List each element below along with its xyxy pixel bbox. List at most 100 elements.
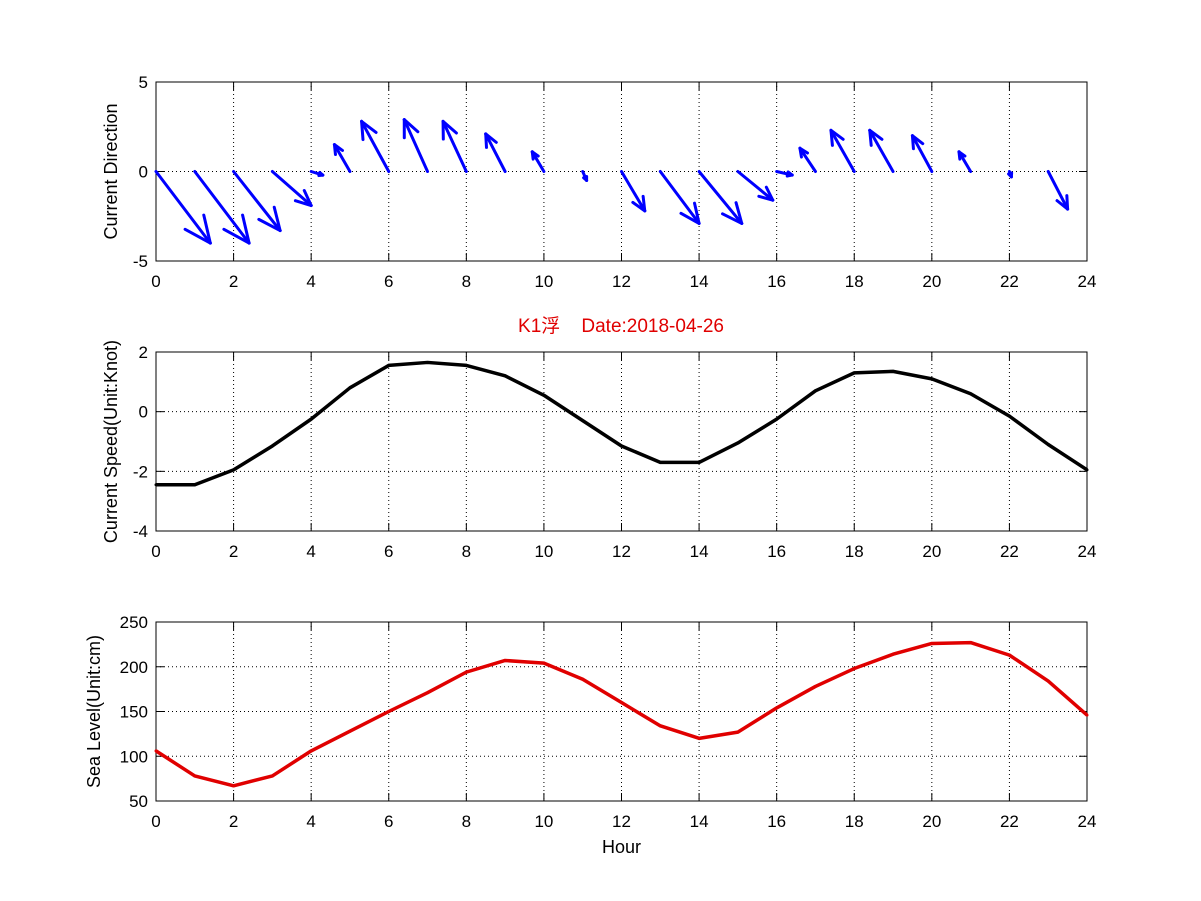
current-direction-ylabel: Current Direction [101,103,121,239]
current-direction-xtick-label: 8 [462,272,471,291]
current-direction-xtick-label: 2 [229,272,238,291]
sea-level-point [426,691,430,695]
current-arrow-head [1007,172,1013,179]
sea-level-series [154,640,1089,788]
current-speed-point [620,444,623,448]
current-arrow [1007,170,1014,179]
current-speed-xtick-label: 10 [534,542,553,561]
sea-level-point [348,729,352,733]
current-arrow-head [641,194,647,213]
current-speed-point [736,441,740,445]
current-speed-xtick-label: 12 [612,542,631,561]
current-speed-point [232,468,236,472]
current-speed-xtick-label: 14 [690,542,709,561]
current-arrow-head [582,176,589,182]
current-arrow-shaft [957,150,973,173]
current-speed-xtick-label: 8 [462,542,471,561]
current-speed-ytick-label: 0 [139,403,148,422]
sea-level-xlabel: Hour [602,837,641,857]
current-arrow-head [293,199,313,208]
current-speed-point [852,371,856,375]
current-arrow-shaft [697,170,744,225]
sea-level-point [503,658,507,662]
current-arrow-head [183,227,212,245]
current-arrow-head [764,185,775,202]
current-arrow [697,170,744,225]
current-speed-point [464,363,468,367]
current-arrow-head [402,118,420,134]
current-speed-point [154,483,158,487]
current-speed-point [1046,442,1050,446]
current-direction-ytick-label: 0 [139,163,148,182]
sea-level-xtick-label: 16 [767,812,786,831]
current-speed-xtick-label: 20 [922,542,941,561]
current-arrow-head [257,217,282,233]
current-speed-point [658,460,662,464]
sea-level-point [620,701,623,705]
current-direction-arrows [154,118,1070,245]
current-arrow [620,170,647,213]
current-arrow-shaft [270,170,313,208]
current-direction-xtick-label: 16 [767,272,786,291]
current-speed-point [697,460,701,464]
current-arrow [441,119,468,173]
sea-level-point [542,661,546,665]
current-arrow [360,119,391,173]
current-speed-ytick-label: -2 [133,462,148,481]
current-arrow-head [679,211,701,225]
current-arrow [193,170,251,245]
current-speed-point [581,419,585,423]
current-arrow [581,170,589,182]
sea-level-xtick-label: 24 [1078,812,1097,831]
current-arrow-shaft [360,119,391,173]
sea-level-point [270,774,274,778]
sea-level-point [581,677,585,681]
current-speed-point [387,363,391,367]
current-speed-series [154,360,1089,487]
sea-level-point [193,774,197,778]
current-direction-xtick-label: 18 [845,272,864,291]
current-speed-point [542,393,546,397]
current-arrow-head [441,119,458,135]
current-speed-point [503,374,507,378]
sea-level-xtick-label: 6 [384,812,393,831]
current-arrow-shaft [332,143,352,173]
sea-level-point [1085,713,1089,717]
current-speed-point [813,389,817,393]
current-arrow-head [302,189,313,208]
current-direction-xtick-label: 22 [1000,272,1019,291]
current-arrow-shaft [232,170,282,233]
current-direction-ytick-label: -5 [133,252,148,271]
current-speed-point [1007,414,1011,418]
current-arrow-head [360,119,378,134]
current-arrow [309,170,325,178]
current-arrow-shaft [798,146,817,173]
current-speed-xtick-label: 4 [306,542,315,561]
sea-level-xtick-label: 14 [690,812,709,831]
current-speed-xtick-label: 16 [767,542,786,561]
current-speed-point [891,369,895,373]
current-arrow-head [910,134,915,151]
sea-level-xtick-label: 0 [151,812,160,831]
current-arrow-head [868,128,873,147]
current-arrow-head [798,146,810,155]
current-arrow-head [360,119,365,142]
current-arrow-head [957,150,967,158]
current-arrow [736,170,775,202]
current-arrow-shaft [829,128,856,173]
current-speed-ticks: 0 2 4 6 8 10 12 14 16 18 20 22 24-4-202 [133,343,1097,561]
current-arrow-head [631,200,647,213]
current-speed-point [1085,468,1089,472]
current-speed-point [426,360,430,364]
current-speed-ytick-label: -4 [133,522,148,541]
current-arrow-head [721,212,744,225]
current-direction-xtick-label: 14 [690,272,709,291]
sea-level-xtick-label: 2 [229,812,238,831]
current-arrow-shaft [441,119,468,173]
current-speed-xtick-label: 2 [229,542,238,561]
current-arrow-head [757,194,775,202]
current-speed-ytick-label: 2 [139,343,148,362]
